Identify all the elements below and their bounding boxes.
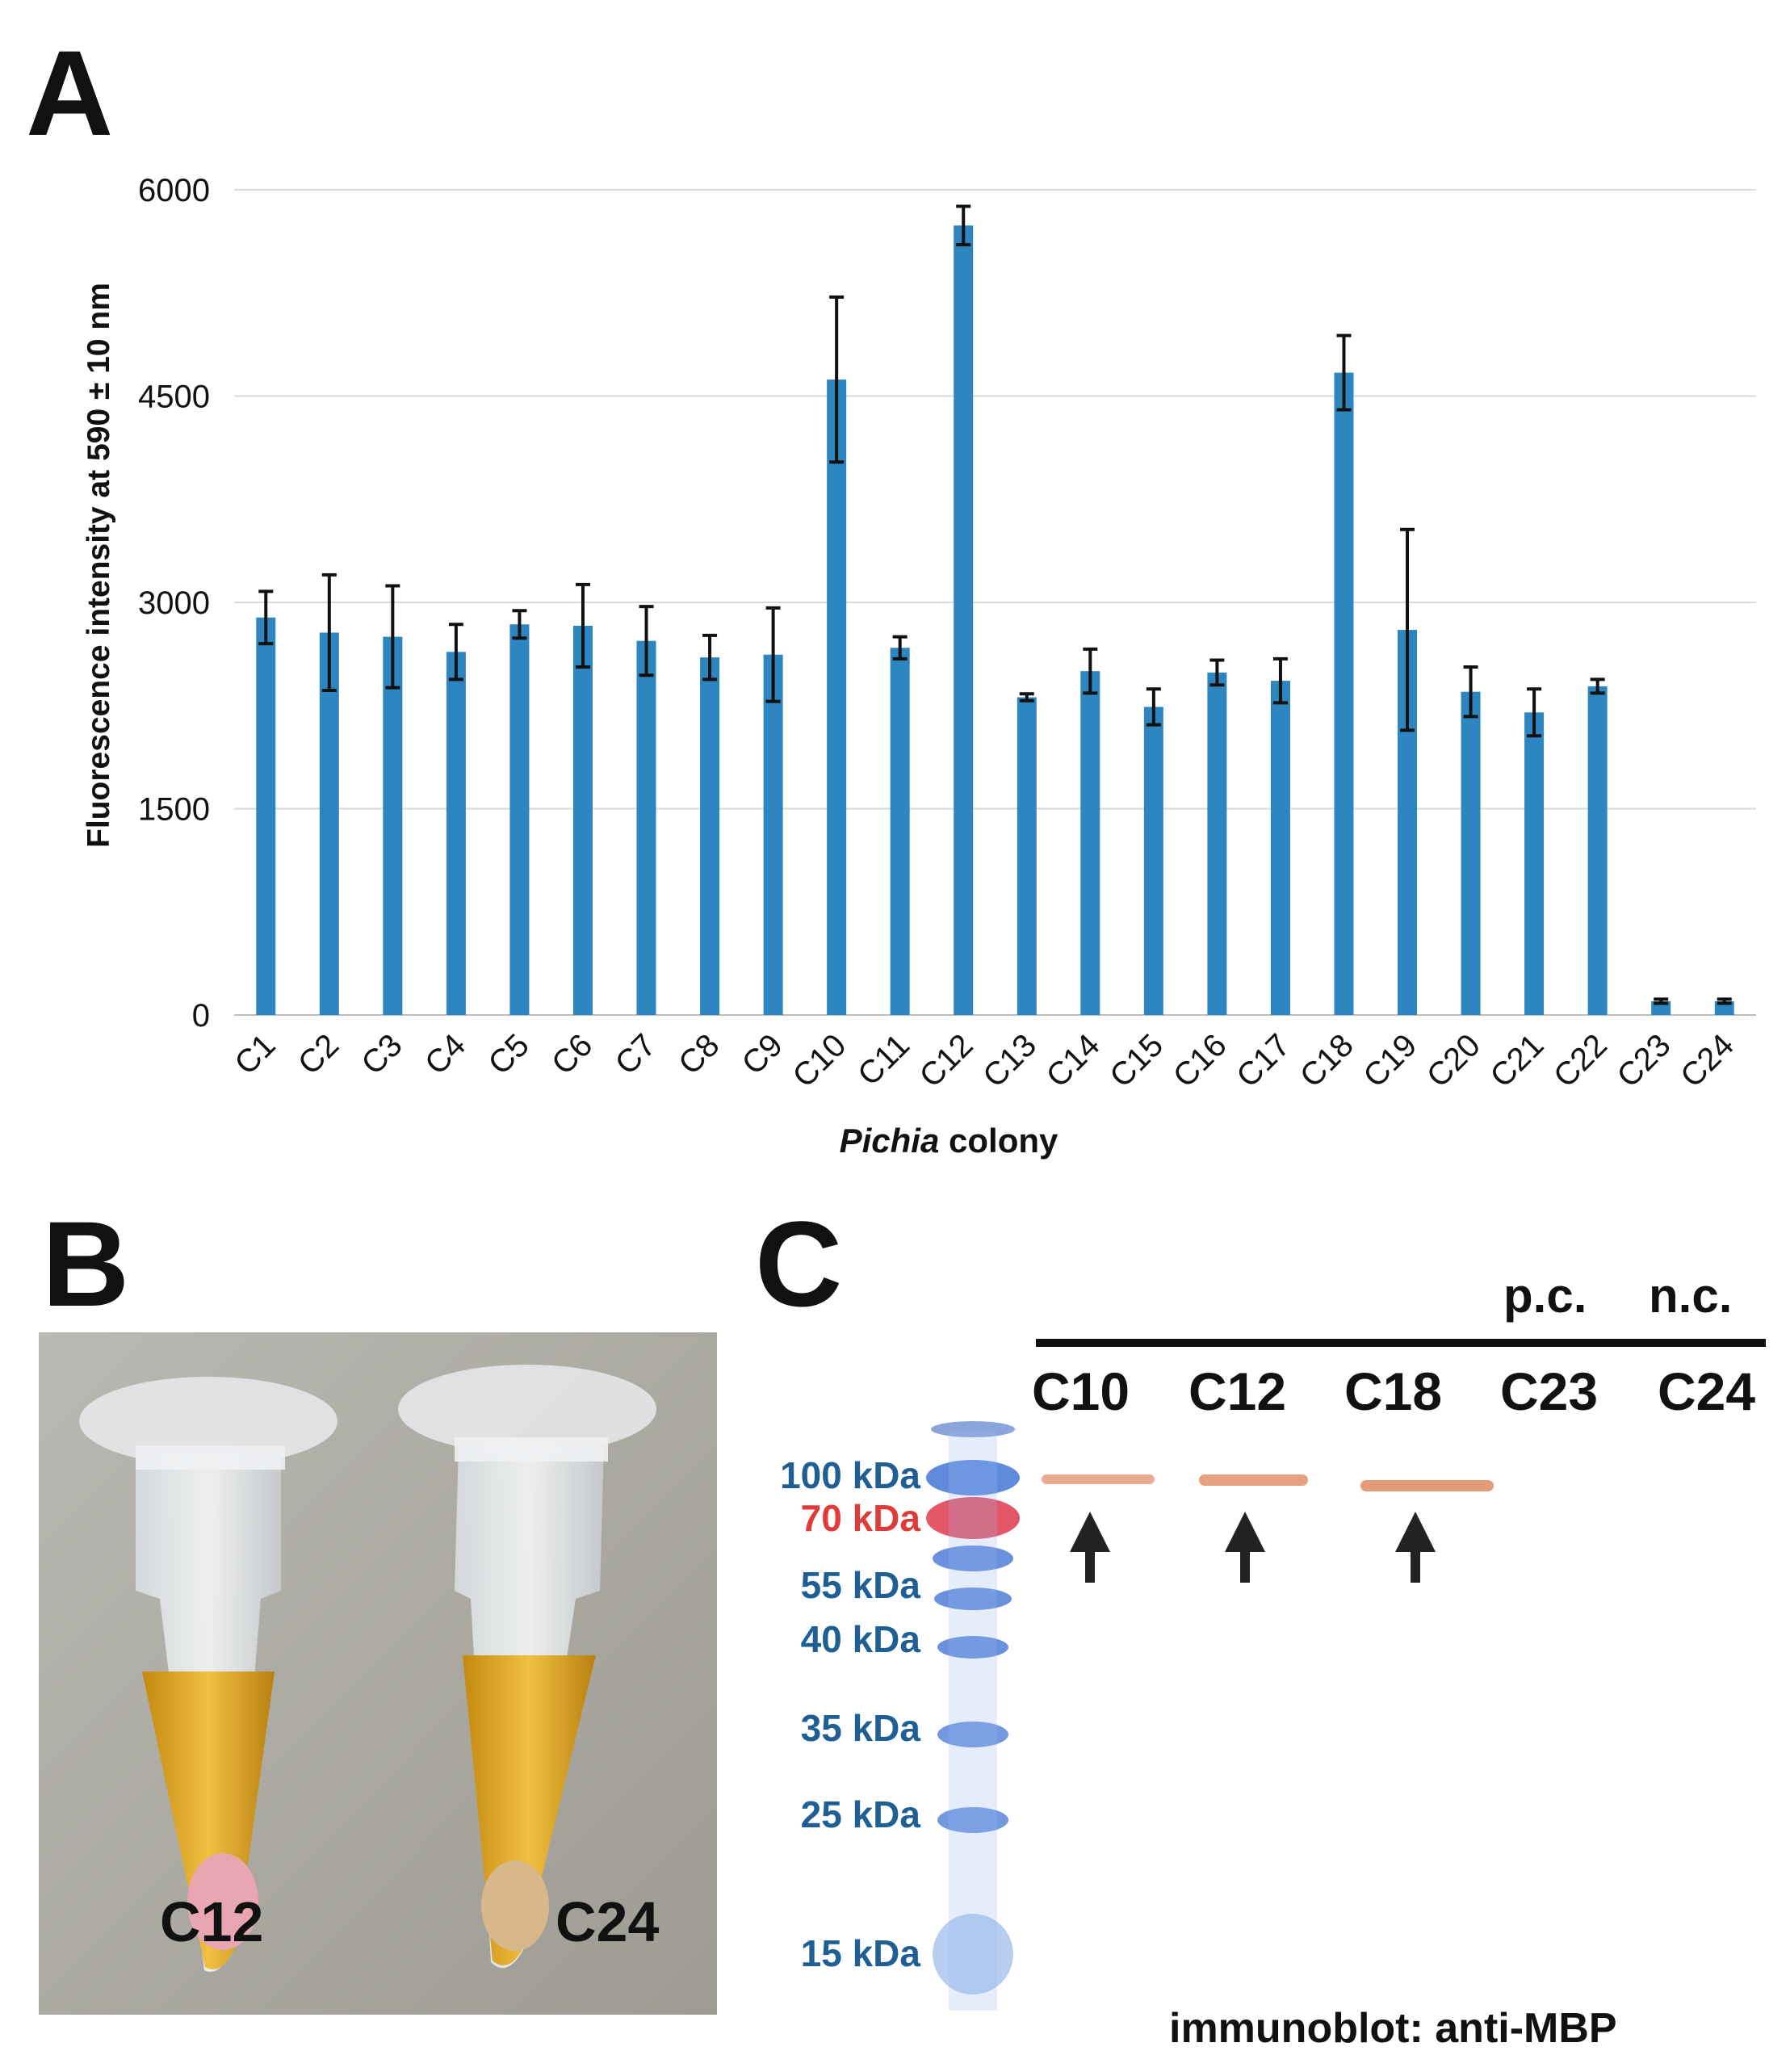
y-tick-labels: 0 1500 3000 4500 6000 <box>138 173 210 1034</box>
bar <box>890 648 910 1015</box>
x-tick-label: C10 <box>786 1027 853 1094</box>
blot-caption: immunoblot: anti-MBP <box>1169 2005 1617 2052</box>
bar <box>827 380 847 1015</box>
tube-left-pellet <box>187 1853 258 1950</box>
western-blot <box>926 1421 1494 2011</box>
x-axis-label-rest: colony <box>939 1122 1058 1160</box>
x-tick-labels: C1 C2 C3 C4 C5 C6 C7 C8 C9C10C11C12C13C14C15C16C… <box>228 1027 1741 1094</box>
bar <box>1080 671 1100 1015</box>
y-tick-label: 0 <box>192 998 210 1034</box>
y-tick-label: 6000 <box>138 173 210 208</box>
x-tick-label: C24 <box>1674 1027 1741 1094</box>
lane-label-c23: C23 <box>1500 1361 1599 1421</box>
x-tick-label: C21 <box>1483 1027 1550 1094</box>
x-axis-label: Pichia colony <box>840 1122 1058 1160</box>
bar <box>1524 712 1545 1015</box>
x-tick-label: C3 <box>354 1027 409 1081</box>
positive-control-label: p.c. <box>1503 1269 1587 1323</box>
band-c12 <box>1199 1474 1308 1486</box>
x-tick-label: C15 <box>1103 1027 1170 1094</box>
tube-right-pellet <box>481 1860 549 1951</box>
lane-label-c12: C12 <box>1188 1361 1287 1421</box>
arrow-c12 <box>1225 1512 1265 1583</box>
x-tick-label: C11 <box>851 1027 916 1093</box>
x-tick-label: C2 <box>291 1027 346 1081</box>
x-tick-label: C8 <box>672 1027 726 1081</box>
x-tick-label: C20 <box>1420 1027 1487 1094</box>
bar <box>256 617 276 1015</box>
panel-c-letter: C <box>755 1196 843 1332</box>
bar <box>572 625 593 1015</box>
arrow-c18 <box>1395 1512 1436 1583</box>
bar <box>1270 681 1290 1015</box>
tube-photo-drawing <box>39 1332 717 2015</box>
error-bars <box>258 204 1732 1005</box>
x-tick-label: C7 <box>609 1027 663 1081</box>
x-tick-label: C16 <box>1167 1027 1234 1094</box>
arrow-c10 <box>1070 1512 1110 1583</box>
tube-label-c12: C12 <box>160 1890 264 1953</box>
marker-label-15: 15 kDa <box>800 1932 920 1974</box>
band-c10 <box>1042 1474 1155 1484</box>
tube-photo: C12 C24 <box>39 1332 717 2015</box>
lane-header-line <box>1036 1339 1766 1347</box>
negative-control-label: n.c. <box>1649 1269 1733 1323</box>
bar <box>319 632 339 1015</box>
bar <box>954 225 974 1015</box>
lane-label-c10: C10 <box>1032 1361 1130 1421</box>
marker-label-35: 35 kDa <box>800 1707 920 1749</box>
x-tick-label: C5 <box>482 1027 536 1081</box>
tube-right <box>398 1365 656 1969</box>
tube-left <box>79 1377 337 1972</box>
y-tick-label: 3000 <box>138 585 210 621</box>
x-tick-label: C12 <box>913 1027 980 1094</box>
bar <box>1334 372 1354 1015</box>
bar <box>446 652 466 1015</box>
bar <box>1017 697 1037 1015</box>
x-tick-label: C1 <box>228 1027 282 1081</box>
x-tick-label: C14 <box>1040 1027 1107 1094</box>
bar <box>383 636 403 1015</box>
gridlines <box>234 189 1756 1016</box>
tube-label-c24: C24 <box>555 1890 660 1953</box>
bar <box>636 640 656 1015</box>
panel-a-letter: A <box>26 25 114 161</box>
marker-label-100: 100 kDa <box>780 1454 920 1496</box>
x-tick-label: C17 <box>1230 1027 1297 1094</box>
bar <box>509 624 530 1015</box>
y-tick-label: 4500 <box>138 380 210 415</box>
x-tick-label: C6 <box>545 1027 599 1081</box>
x-axis-label-italic: Pichia <box>840 1122 940 1160</box>
x-tick-label: C13 <box>976 1027 1043 1094</box>
bar <box>1143 707 1163 1015</box>
band-c18 <box>1360 1480 1494 1491</box>
x-tick-label: C22 <box>1547 1027 1614 1094</box>
bar <box>763 654 783 1015</box>
lane-label-c18: C18 <box>1344 1361 1443 1421</box>
bar <box>1207 672 1227 1015</box>
panel-b-letter: B <box>42 1196 130 1332</box>
x-tick-label: C23 <box>1611 1027 1678 1094</box>
x-tick-label: C9 <box>736 1027 790 1081</box>
marker-label-70: 70 kDa <box>800 1497 920 1539</box>
x-tick-label: C4 <box>418 1027 472 1081</box>
lane-label-c24: C24 <box>1658 1361 1756 1421</box>
protein-ladder <box>926 1421 1020 2011</box>
bar <box>1461 691 1481 1015</box>
bar <box>1587 686 1608 1015</box>
x-tick-label: C19 <box>1356 1027 1423 1094</box>
bars <box>256 225 1734 1015</box>
marker-label-55: 55 kDa <box>800 1564 920 1606</box>
x-tick-label: C18 <box>1293 1027 1360 1094</box>
marker-label-40: 40 kDa <box>800 1618 920 1660</box>
bar <box>700 657 720 1015</box>
y-tick-label: 1500 <box>138 792 210 828</box>
y-axis-label: Fluorescence intensity at 590 ± 10 nm <box>82 283 116 848</box>
marker-label-25: 25 kDa <box>800 1793 920 1835</box>
